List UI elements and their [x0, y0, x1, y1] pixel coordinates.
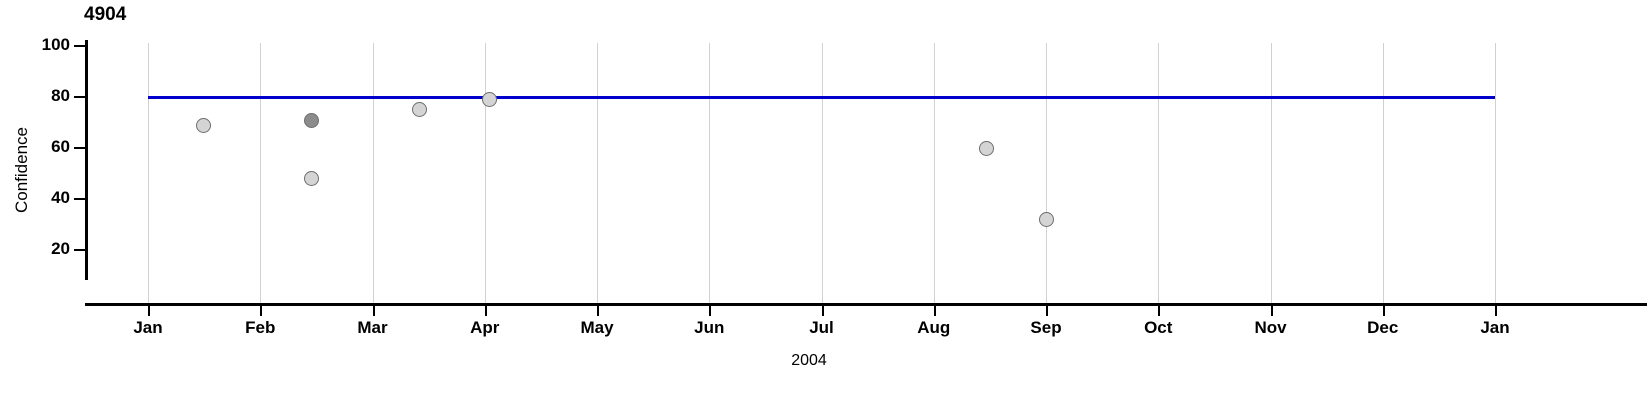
x-tick-2: [372, 306, 375, 316]
gridline-feb-1: [260, 43, 262, 303]
y-tick-60: [74, 147, 86, 150]
x-tick-label-sep-8: Sep: [1030, 318, 1062, 337]
x-tick-0: [148, 306, 150, 316]
x-tick-label-may-4: May: [580, 318, 614, 337]
gridline-jan-12: [1495, 43, 1496, 303]
data-point[interactable]: [1038, 212, 1054, 228]
x-tick-11: [1382, 306, 1385, 316]
chart-title: 4904: [84, 4, 127, 25]
gridline-jan-0: [148, 43, 149, 303]
y-tick-20: [74, 249, 86, 252]
x-tick-label-mar-2: Mar: [357, 318, 388, 337]
x-tick-label-jul-6: Jul: [809, 318, 834, 337]
x-tick-7: [933, 306, 936, 316]
data-point[interactable]: [304, 171, 320, 187]
y-tick-label-80: 80: [51, 86, 70, 106]
x-tick-label-apr-3: Apr: [470, 318, 500, 337]
y-axis-label: Confidence: [12, 127, 31, 214]
x-tick-5: [709, 306, 712, 316]
data-point[interactable]: [481, 92, 497, 108]
x-axis-label-container: 2004: [0, 352, 1650, 370]
gridline-apr-3: [484, 43, 486, 303]
y-axis-line: [85, 40, 88, 280]
gridline-may-4: [597, 43, 598, 303]
y-tick-label-60: 60: [51, 137, 70, 157]
x-tick-9: [1158, 306, 1161, 316]
x-tick-label-nov-10: Nov: [1254, 318, 1287, 337]
x-tick-label-jun-5: Jun: [694, 318, 725, 337]
x-tick-8: [1046, 306, 1048, 316]
gridline-nov-10: [1270, 43, 1272, 303]
y-tick-100: [74, 45, 86, 47]
x-tick-6: [821, 306, 824, 316]
y-tick-label-20: 20: [51, 239, 70, 259]
x-tick-10: [1270, 306, 1273, 316]
x-tick-4: [597, 306, 599, 316]
y-tick-80: [74, 96, 86, 99]
x-tick-label-feb-1: Feb: [245, 318, 276, 337]
y-tick-label-40: 40: [51, 188, 70, 208]
gridline-oct-9: [1158, 43, 1160, 303]
gridline-dec-11: [1382, 43, 1384, 303]
gridline-jun-5: [709, 43, 711, 303]
y-tick-40: [74, 198, 86, 201]
data-point[interactable]: [979, 140, 994, 156]
x-tick-label-dec-11: Dec: [1367, 318, 1399, 337]
data-point[interactable]: [304, 112, 320, 128]
data-point[interactable]: [195, 117, 211, 133]
x-tick-label-jan-12: Jan: [1480, 318, 1510, 337]
gridline-sep-8: [1046, 43, 1047, 303]
x-tick-label-jan-0: Jan: [133, 318, 163, 337]
x-tick-12: [1495, 306, 1497, 316]
x-tick-1: [260, 306, 263, 316]
x-axis-line: [85, 303, 1647, 306]
gridline-mar-2: [372, 43, 374, 303]
y-tick-label-100: 100: [41, 35, 70, 54]
data-point[interactable]: [412, 102, 428, 118]
reference-line: [148, 96, 1495, 100]
x-tick-3: [484, 306, 487, 316]
gridline-aug-7: [933, 43, 935, 303]
x-axis-label: 2004: [791, 352, 827, 369]
x-tick-label-oct-9: Oct: [1144, 318, 1173, 337]
x-tick-label-aug-7: Aug: [917, 318, 951, 337]
gridline-jul-6: [821, 43, 823, 303]
